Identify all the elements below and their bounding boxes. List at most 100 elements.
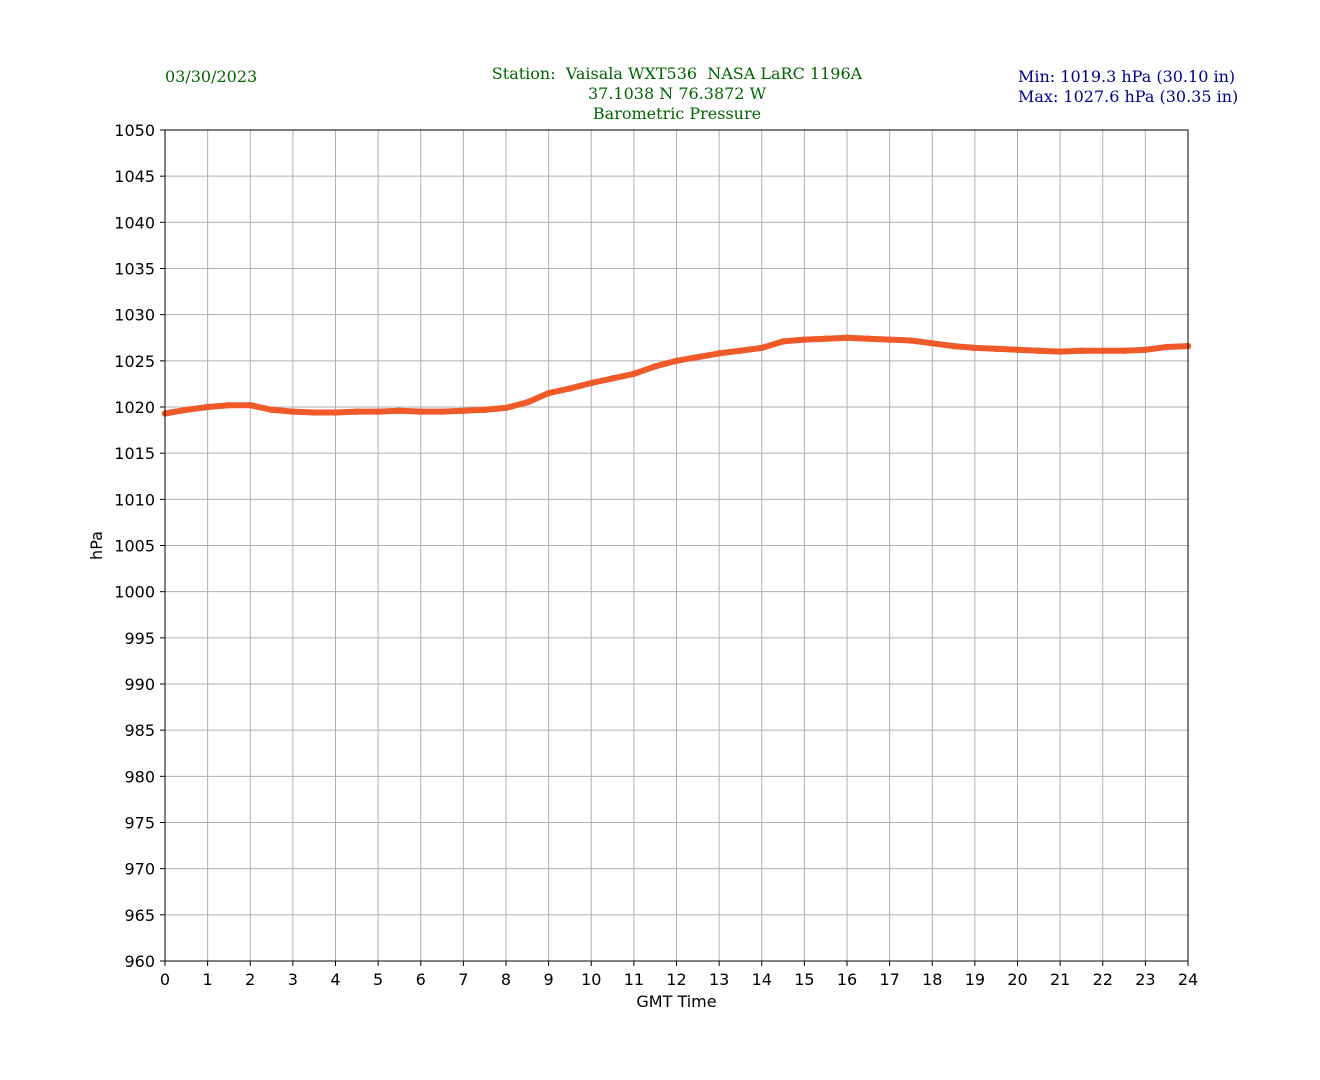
data-point xyxy=(353,408,361,415)
data-point xyxy=(758,344,765,352)
y-tick-label: 1045 xyxy=(114,167,155,186)
x-tick-label: 21 xyxy=(1050,970,1070,989)
x-tick-label: 22 xyxy=(1093,970,1113,989)
data-point xyxy=(929,340,936,347)
min-line: Min: 1019.3 hPa (30.10 in) xyxy=(1018,67,1236,86)
chart-date: 03/30/2023 xyxy=(165,67,258,86)
x-tick-label: 8 xyxy=(501,970,511,989)
data-point xyxy=(907,337,915,344)
data-point xyxy=(396,407,403,414)
data-point xyxy=(822,335,829,342)
x-tick-label: 19 xyxy=(965,970,985,989)
y-tick-label: 1000 xyxy=(114,583,155,602)
data-point xyxy=(460,407,467,414)
data-point xyxy=(566,385,574,392)
data-point xyxy=(247,401,254,409)
y-tick-label: 1015 xyxy=(114,444,155,463)
x-tick-label: 14 xyxy=(752,970,772,989)
x-tick-label: 2 xyxy=(245,970,255,989)
data-point xyxy=(417,408,424,415)
data-point xyxy=(1035,347,1043,354)
variable-line: Barometric Pressure xyxy=(592,104,762,123)
x-axis-label: GMT Time xyxy=(636,992,716,1011)
y-axis-label: hPa xyxy=(87,531,106,560)
x-tick-label: 6 xyxy=(416,970,426,989)
x-tick-label: 7 xyxy=(458,970,468,989)
data-point xyxy=(992,345,1000,353)
x-tick-label: 20 xyxy=(1007,970,1027,989)
y-tick-label: 1010 xyxy=(114,490,155,509)
y-tick-label: 1035 xyxy=(114,260,155,279)
y-tick-label: 1025 xyxy=(114,352,155,371)
data-point xyxy=(204,403,211,411)
y-tick-label: 1040 xyxy=(114,213,155,232)
x-tick-label: 13 xyxy=(709,970,729,989)
x-tick-label: 9 xyxy=(544,970,554,989)
y-tick-label: 985 xyxy=(124,721,155,740)
y-tick-label: 995 xyxy=(124,629,155,648)
data-point xyxy=(481,406,488,413)
coords-line: 37.1038 N 76.3872 W xyxy=(587,84,767,103)
max-line: Max: 1027.6 hPa (30.35 in) xyxy=(1018,87,1239,106)
data-point xyxy=(971,344,979,352)
data-point xyxy=(374,408,382,415)
station-line: Station: Vaisala WXT536 NASA LaRC 1196A xyxy=(491,64,863,83)
data-point xyxy=(843,334,851,341)
y-tick-label: 1020 xyxy=(114,398,155,417)
y-tick-label: 970 xyxy=(124,860,155,879)
y-tick-label: 975 xyxy=(124,814,155,833)
data-point xyxy=(183,406,190,413)
data-point xyxy=(1099,347,1106,354)
x-tick-label: 3 xyxy=(288,970,298,989)
x-tick-label: 4 xyxy=(330,970,340,989)
x-tick-label: 16 xyxy=(837,970,857,989)
data-point xyxy=(1142,346,1149,353)
chart-title-block: Station: Vaisala WXT536 NASA LaRC 1196A … xyxy=(492,64,862,124)
y-tick-label: 960 xyxy=(124,952,155,971)
data-point xyxy=(737,347,744,354)
data-point xyxy=(865,335,872,342)
data-point xyxy=(545,389,552,397)
data-point xyxy=(1014,346,1021,353)
data-point xyxy=(588,379,595,387)
data-point xyxy=(630,370,638,377)
data-point xyxy=(289,408,297,415)
data-point xyxy=(1120,347,1128,354)
data-point xyxy=(950,342,957,350)
x-tick-label: 1 xyxy=(203,970,213,989)
y-tick-label: 1005 xyxy=(114,537,155,556)
x-tick-label: 15 xyxy=(794,970,814,989)
data-point xyxy=(225,401,233,409)
min-max-block: Min: 1019.3 hPa (30.10 in) Max: 1027.6 h… xyxy=(1018,67,1238,107)
data-point xyxy=(268,406,275,413)
series-group xyxy=(161,334,1192,417)
data-point xyxy=(310,409,318,416)
x-tick-label: 23 xyxy=(1135,970,1155,989)
x-tick-label: 18 xyxy=(922,970,942,989)
data-point xyxy=(694,353,702,361)
x-tick-label: 17 xyxy=(879,970,899,989)
data-point xyxy=(502,404,510,412)
x-tick-label: 5 xyxy=(373,970,383,989)
x-tick-label: 12 xyxy=(666,970,686,989)
data-point xyxy=(524,399,531,406)
data-point xyxy=(438,408,446,415)
y-tick-label: 1050 xyxy=(114,121,155,140)
tick-group: 0 1 2 3 4 5 6 7 8 9 10 11 12 13 14 15 16 17 18 19 20 21 22 23 24… xyxy=(114,121,1198,989)
data-point xyxy=(1056,348,1064,355)
data-point xyxy=(1078,347,1085,354)
data-point xyxy=(801,336,808,343)
y-tick-label: 980 xyxy=(124,767,155,786)
y-tick-label: 990 xyxy=(124,675,155,694)
x-tick-label: 0 xyxy=(160,970,170,989)
data-point xyxy=(609,375,616,382)
data-point xyxy=(715,350,723,357)
y-tick-label: 1030 xyxy=(114,306,155,325)
data-point xyxy=(651,363,659,370)
grid-lines xyxy=(164,129,1189,962)
data-point xyxy=(673,357,680,365)
data-point xyxy=(1163,343,1170,351)
x-tick-label: 11 xyxy=(624,970,644,989)
y-tick-label: 965 xyxy=(124,906,155,925)
data-point xyxy=(332,409,339,416)
